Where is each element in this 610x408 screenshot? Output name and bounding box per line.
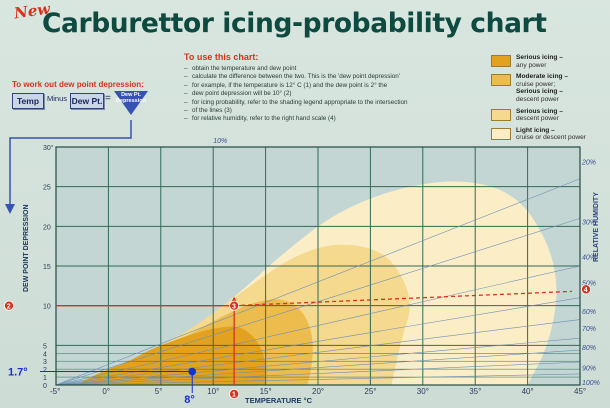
x-tick-6: 25° xyxy=(364,387,376,396)
y-tick-8: 20 xyxy=(43,224,51,231)
humidity-label-2: 30% xyxy=(582,220,596,227)
red-marker-3 xyxy=(229,300,240,311)
equals-label: = xyxy=(105,93,111,104)
humidity-line-0 xyxy=(55,178,581,386)
humidity-line-4 xyxy=(55,319,581,386)
how-to-use-panel: To use this chart: obtain the temperatur… xyxy=(184,52,484,124)
dew-point-heading: To work out dew point depression: xyxy=(12,80,144,89)
y-tick-0: 0 xyxy=(43,383,47,390)
how-to-use-heading: To use this chart: xyxy=(184,52,259,62)
x-tick-4: 15° xyxy=(260,387,272,396)
step-4-cont: of the lines (3) xyxy=(184,107,484,116)
formula-arrow-head xyxy=(5,204,15,214)
legend-item-serious-descent: Serious icing – descent power xyxy=(491,108,606,123)
step-5: for relative humidity, refer to the righ… xyxy=(184,115,484,124)
page-title: Carburettor icing-probability chart xyxy=(42,8,547,39)
legend-item-serious-any: Serious icing – any power xyxy=(491,54,606,69)
legend-swatch-light xyxy=(491,127,511,140)
red-marker-label-2: 2 xyxy=(7,303,11,310)
legend-item-moderate: Moderate icing – cruise power; Serious ici… xyxy=(491,73,606,103)
step-2: calculate the difference between the two… xyxy=(184,73,484,82)
humidity-label-1: 20% xyxy=(581,159,596,166)
example-humidity-line xyxy=(234,290,573,307)
humidity-label-7: 80% xyxy=(582,345,596,352)
x-tick-0: -5° xyxy=(50,387,60,396)
how-to-use-steps: obtain the temperature and dew point cal… xyxy=(184,65,484,124)
dew-point-box: Dew Pt. xyxy=(70,93,104,109)
x-tick-3: 10° xyxy=(207,387,219,396)
humidity-line-3 xyxy=(55,297,581,386)
step-3-cont: dew point depression will be 10° (2) xyxy=(184,90,484,99)
humidity-line-2 xyxy=(55,265,581,386)
y-tick-10: 30° xyxy=(43,144,54,152)
x-tick-1: 0° xyxy=(102,387,110,396)
x-tick-7: 30° xyxy=(417,387,429,396)
humidity-line-1 xyxy=(55,218,581,386)
dew-point-depression-label: Dew Pt. Depression xyxy=(116,92,146,104)
step-3: for example, if the temperature is 12° C… xyxy=(184,82,484,91)
y-tick-1: 1 xyxy=(43,375,47,382)
y-tick-7: 15 xyxy=(43,264,51,271)
x-tick-8: 35° xyxy=(469,387,481,396)
blue-y-label: 1.7° xyxy=(8,367,28,379)
blue-example-point xyxy=(188,367,197,376)
y-tick-2: 2 xyxy=(43,367,47,374)
legend-swatch-serious-any xyxy=(491,55,511,67)
humidity-label-9: 100% xyxy=(582,380,600,387)
y-tick-6: 10 xyxy=(43,304,51,311)
humidity-label-5: 60% xyxy=(582,309,596,316)
humidity-line-7 xyxy=(55,361,581,386)
humidity-line-5 xyxy=(55,337,581,386)
plot-border xyxy=(55,146,581,386)
legend-item-light: Light icing – cruise or descent power xyxy=(491,127,606,142)
legend-swatch-serious-descent xyxy=(491,108,511,121)
x-tick-2: 5° xyxy=(155,387,163,396)
red-marker-label-1: 1 xyxy=(232,392,236,399)
red-marker-label-3: 3 xyxy=(232,303,236,310)
humidity-label-6: 70% xyxy=(582,326,596,333)
humidity-line-6 xyxy=(55,349,581,386)
humidity-label-8: 90% xyxy=(582,366,596,373)
humidity-line-8 xyxy=(55,373,581,386)
y-tick-3: 3 xyxy=(43,359,47,366)
humidity-label-4: 50% xyxy=(582,281,596,288)
y-tick-4: 4 xyxy=(43,351,47,358)
red-marker-2 xyxy=(4,300,14,311)
step-4: for icing probability, refer to the shad… xyxy=(184,99,484,108)
y2-axis-label: RELATIVE HUMIDITY xyxy=(593,192,600,262)
minus-label: Minus xyxy=(47,94,68,103)
y-axis-label: DEW POINT DEPRESSION xyxy=(23,204,30,292)
legend-swatch-moderate xyxy=(491,74,511,87)
blue-x-label: 8° xyxy=(184,394,195,406)
formula-arrow xyxy=(9,120,132,210)
dew-point-depression-triangle xyxy=(114,91,148,115)
humidity-label-3: 40% xyxy=(582,254,596,261)
red-marker-4 xyxy=(581,284,592,295)
x-tick-10: 45° xyxy=(574,387,586,396)
temp-box: Temp xyxy=(12,93,44,109)
x-tick-9: 40° xyxy=(522,387,534,396)
humidity-label-0: 10% xyxy=(213,138,227,145)
icing-legend: Serious icing – any power Moderate icing … xyxy=(491,54,606,146)
y-tick-9: 25 xyxy=(43,185,51,192)
y-tick-5: 5 xyxy=(43,343,47,350)
red-marker-label-4: 4 xyxy=(584,287,588,294)
x-tick-5: 20° xyxy=(312,387,324,396)
x-axis-label: TEMPERATURE °C xyxy=(245,396,313,405)
step-1: obtain the temperature and dew point xyxy=(184,65,484,74)
red-marker-1 xyxy=(229,388,240,399)
